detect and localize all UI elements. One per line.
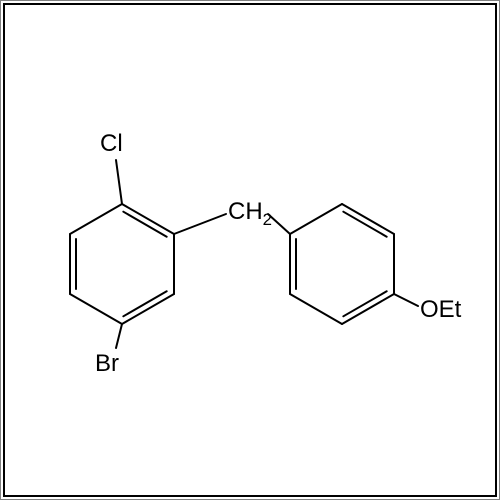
structure-svg	[0, 0, 500, 500]
label-ch2: CH2	[228, 198, 272, 230]
label-oet: OEt	[420, 296, 461, 324]
label-br: Br	[95, 350, 119, 378]
label-cl: Cl	[100, 130, 123, 158]
